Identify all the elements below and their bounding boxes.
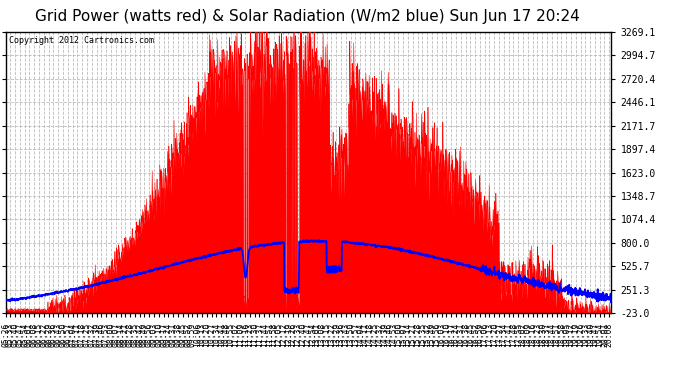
Text: Grid Power (watts red) & Solar Radiation (W/m2 blue) Sun Jun 17 20:24: Grid Power (watts red) & Solar Radiation… [34,9,580,24]
Text: Copyright 2012 Cartronics.com: Copyright 2012 Cartronics.com [8,36,154,45]
